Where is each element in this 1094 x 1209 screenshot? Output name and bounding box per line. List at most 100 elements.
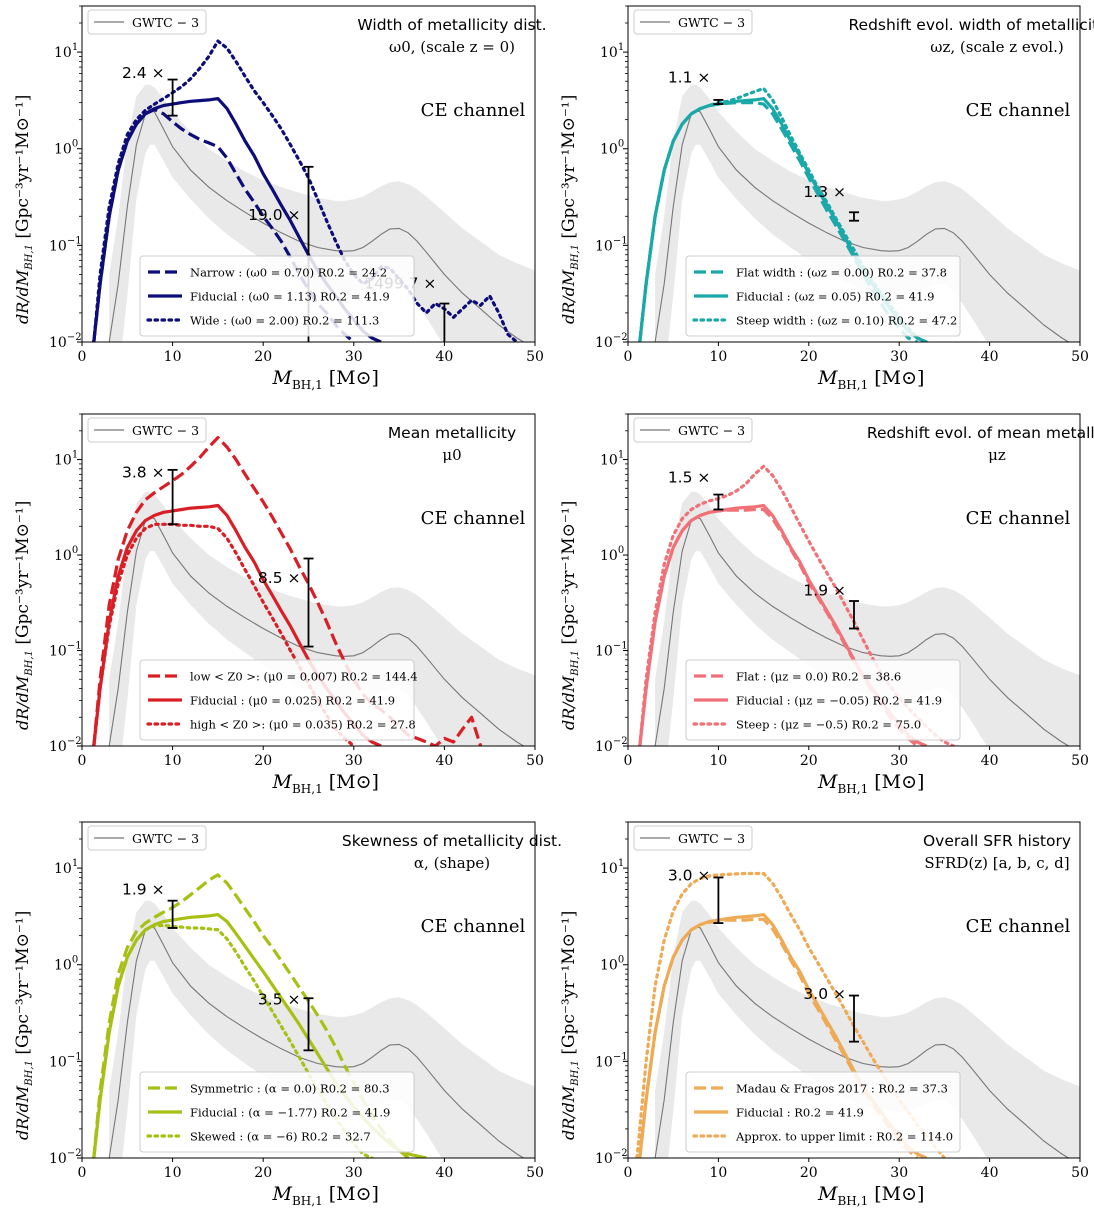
channel-label: CE channel [421, 100, 526, 121]
errorbar-label: 3.5 × [258, 991, 301, 1009]
x-axis-label: MBH,1 [M⊙] [272, 1183, 379, 1208]
axes-frame [627, 5, 1081, 343]
panel-subtitle: ωz, (scale z evol.) [930, 38, 1063, 56]
y-axis-label: dR/dMBH,1 [Gpc⁻³yr⁻¹M⊙⁻¹] [559, 501, 581, 730]
panel-subtitle: μz [988, 446, 1006, 464]
panel-subtitle: SFRD(z) [a, b, c, d] [924, 854, 1069, 872]
y-tick-label: 100 [54, 545, 78, 564]
x-tick-label: 20 [800, 1165, 818, 1181]
x-tick-label: 30 [890, 1165, 908, 1181]
x-tick-label: 30 [345, 349, 363, 365]
series-legend [685, 1071, 961, 1153]
svg-text:dR/dMBH,1 [Gpc⁻³yr⁻¹M⊙⁻¹]: dR/dMBH,1 [Gpc⁻³yr⁻¹M⊙⁻¹] [13, 95, 35, 324]
x-tick-label: 50 [1071, 753, 1089, 769]
panel-title: Redshift evol. of mean metallicity [867, 424, 1094, 442]
chart-panel-3: 3.8 ×8.5 ×0 10 20 30 40 5010−210−1100101MBH,1… [13, 413, 544, 796]
series-line-3 [92, 39, 519, 342]
chart-panel-6: 3.0 ×3.0 ×0 10 20 30 40 5010−210−1100101MBH,1… [559, 821, 1089, 1208]
series-legend [139, 659, 415, 741]
panel-title: Overall SFR history [923, 832, 1071, 850]
x-tick-label: 10 [709, 349, 727, 365]
errorbar-label: 1.1 × [668, 68, 711, 86]
x-tick-label: 50 [1071, 349, 1089, 365]
channel-label: CE channel [966, 508, 1071, 529]
channel-label: CE channel [966, 916, 1071, 937]
gwtc3-band [109, 900, 535, 1158]
errorbar-label: 3.0 × [668, 867, 711, 885]
y-tick-label: 10−1 [49, 1051, 82, 1070]
gwtc3-band [655, 491, 1080, 746]
gwtc3-band [655, 900, 1080, 1158]
chart-panel-1: 2.4 ×19.0 ×1499.7 ×0102030405010−210−110… [13, 5, 547, 392]
errorbar-label: 1.3 × [803, 183, 846, 201]
x-axis-label: MBH,1 [M⊙] [272, 367, 379, 392]
x-tick-label: 40 [981, 753, 999, 769]
y-tick-label: 101 [54, 858, 78, 877]
legend-entry-3: Steep width : (ωz = 0.10) R0.2 = 47.2 [736, 314, 957, 328]
reference-legend [633, 825, 753, 851]
errorbar-label: 3.0 × [803, 985, 846, 1003]
y-tick-label: 101 [600, 858, 624, 877]
errorbar-label: 19.0 × [248, 206, 300, 224]
svg-text:dR/dMBH,1 [Gpc⁻³yr⁻¹M⊙⁻¹]: dR/dMBH,1 [Gpc⁻³yr⁻¹M⊙⁻¹] [13, 501, 35, 730]
reference-legend [633, 9, 753, 35]
axes-frame [627, 821, 1081, 1159]
y-tick-label: 101 [54, 42, 78, 61]
y-tick-label: 100 [54, 955, 78, 974]
panel-subtitle: ω0, (scale z = 0) [389, 38, 515, 56]
x-tick-label: 50 [526, 753, 544, 769]
series-legend [685, 659, 961, 741]
y-tick-label: 101 [600, 450, 624, 469]
x-tick-label: 20 [800, 753, 818, 769]
reference-legend [633, 417, 753, 443]
errorbar-label: 1.9 × [122, 881, 165, 899]
reference-legend-label: GWTC − 3 [132, 423, 199, 438]
y-tick-label: 101 [600, 42, 624, 61]
x-axis-label: MBH,1 [M⊙] [817, 1183, 924, 1208]
series-legend [139, 1071, 415, 1153]
axes-frame [81, 413, 536, 747]
y-tick-label: 10−1 [595, 641, 628, 660]
y-tick-label: 100 [54, 139, 78, 158]
y-axis-label: dR/dMBH,1 [Gpc⁻³yr⁻¹M⊙⁻¹] [13, 95, 35, 324]
x-tick-label: 30 [890, 349, 908, 365]
x-tick-label: 20 [254, 349, 272, 365]
legend-entry-1: Flat : (μz = 0.0) R0.2 = 38.6 [736, 670, 901, 684]
reference-legend-label: GWTC − 3 [132, 831, 199, 846]
series-line-1 [92, 436, 483, 746]
errorbar-label: 3.8 × [122, 464, 165, 482]
x-tick-label: 10 [709, 1165, 727, 1181]
x-tick-label: 10 [164, 349, 182, 365]
x-tick-label: 0 [78, 349, 87, 365]
y-tick-label: 10−1 [595, 235, 628, 254]
chart-panel-5: 1.9 ×3.5 ×0 10 20 30 40 5010−210−1100101MBH,1… [13, 821, 562, 1208]
legend-entry-2: Fiducial : (α = −1.77) R0.2 = 41.9 [190, 1106, 390, 1120]
legend-entry-2: Fiducial : R0.2 = 41.9 [736, 1106, 864, 1120]
reference-legend-label: GWTC − 3 [678, 423, 745, 438]
panel-title: Skewness of metallicity dist. [342, 832, 562, 850]
y-tick-label: 100 [600, 139, 624, 158]
x-tick-label: 40 [981, 1165, 999, 1181]
y-axis-label: dR/dMBH,1 [Gpc⁻³yr⁻¹M⊙⁻¹] [13, 911, 35, 1140]
x-tick-label: 20 [254, 753, 272, 769]
legend-entry-2: Fiducial : (ωz = 0.05) R0.2 = 41.9 [736, 290, 934, 304]
axes-frame [81, 5, 536, 343]
plot-area [92, 436, 535, 746]
errorbar-label: 2.4 × [122, 64, 165, 82]
legend-entry-3: Steep : (μz = −0.5) R0.2 = 75.0 [736, 718, 921, 732]
x-tick-label: 40 [435, 1165, 453, 1181]
channel-label: CE channel [966, 100, 1071, 121]
x-tick-label: 50 [1071, 1165, 1089, 1181]
y-tick-label: 100 [600, 545, 624, 564]
gwtc3-band [109, 491, 535, 746]
x-tick-label: 40 [435, 753, 453, 769]
legend-entry-1: Symmetric : (α = 0.0) R0.2 = 80.3 [190, 1082, 390, 1096]
x-tick-label: 0 [624, 1165, 633, 1181]
x-axis-label: MBH,1 [M⊙] [817, 771, 924, 796]
y-tick-label: 10−1 [595, 1051, 628, 1070]
legend-entry-2: Fiducial : (μ0 = 0.025) R0.2 = 41.9 [190, 694, 395, 708]
reference-legend [87, 825, 207, 851]
errorbar-label: 1.9 × [803, 581, 846, 599]
y-tick-label: 10−1 [49, 235, 82, 254]
